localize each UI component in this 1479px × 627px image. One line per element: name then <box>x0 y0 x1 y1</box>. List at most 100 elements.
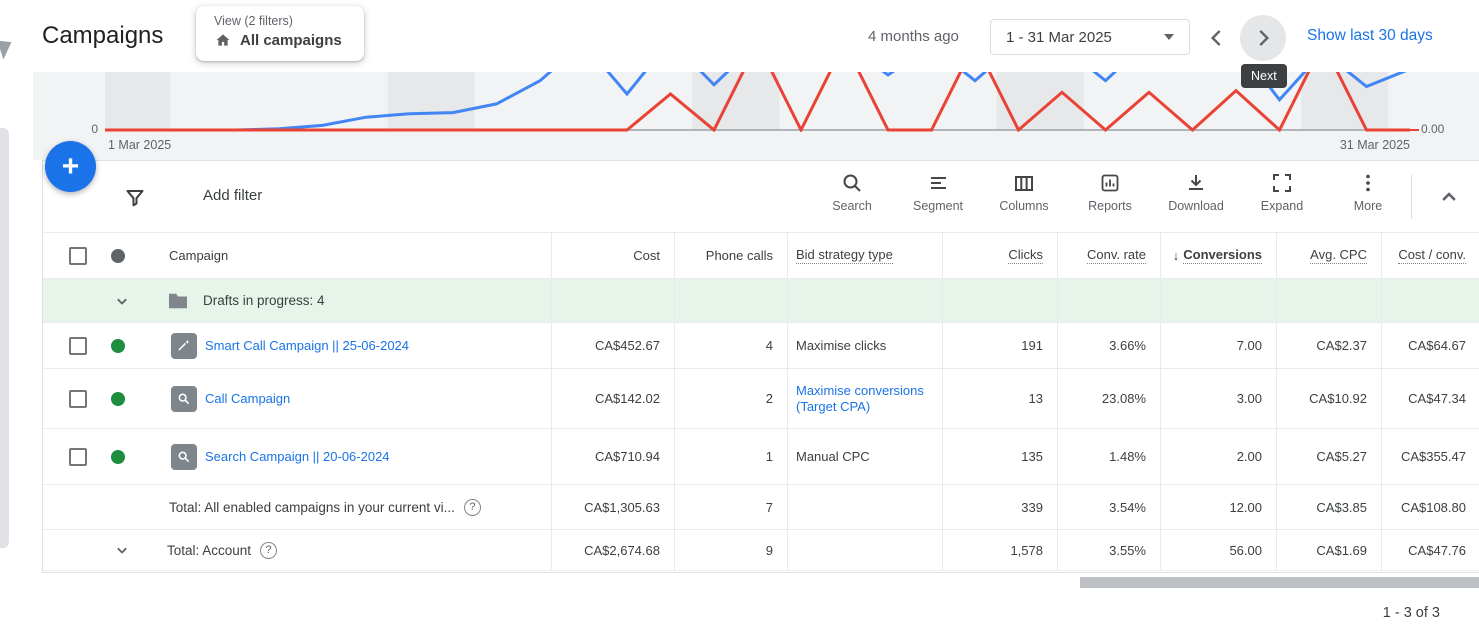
bid-strategy-cell: Maximise clicks <box>787 323 942 368</box>
horizontal-scrollbar[interactable] <box>1080 577 1479 588</box>
plus-icon: + <box>61 149 80 183</box>
view-filters-label: View (2 filters) <box>214 14 293 28</box>
table-row: Smart Call Campaign || 25-06-2024 CA$452… <box>43 323 1479 369</box>
cost-per-conv-cell: CA$108.80 <box>1381 485 1479 529</box>
total-account-row: Total: Account ? CA$2,674.68 9 1,578 3.5… <box>43 530 1479 571</box>
search-campaign-icon <box>171 443 197 470</box>
conv-rate-cell: 23.08% <box>1057 369 1160 428</box>
table-row: Call Campaign CA$142.02 2 Maximise conve… <box>43 369 1479 429</box>
campaign-link[interactable]: Call Campaign <box>205 391 291 406</box>
conv-rate-cell: 3.54% <box>1057 485 1160 529</box>
cost-cell: CA$2,674.68 <box>551 530 674 570</box>
reports-button[interactable]: Reports <box>1067 171 1153 213</box>
y-axis-left-tick: 0 <box>91 122 98 136</box>
drafts-row[interactable]: Drafts in progress: 4 <box>43 279 1479 323</box>
more-icon <box>1356 171 1380 195</box>
more-button[interactable]: More <box>1325 171 1411 213</box>
cost-cell: CA$1,305.63 <box>551 485 674 529</box>
trend-chart-svg <box>105 72 1410 132</box>
row-checkbox[interactable] <box>69 336 87 355</box>
conversions-cell: 56.00 <box>1160 530 1276 570</box>
row-checkbox[interactable] <box>69 447 87 466</box>
status-enabled-icon[interactable] <box>111 338 125 353</box>
drafts-label: Drafts in progress: 4 <box>203 293 325 308</box>
phone-calls-cell: 4 <box>674 323 787 368</box>
column-header-cost-per-conv[interactable]: Cost / conv. <box>1381 233 1479 278</box>
segment-label: Segment <box>912 199 964 213</box>
status-enabled-icon[interactable] <box>111 449 125 464</box>
status-filter-icon[interactable] <box>111 248 125 263</box>
column-header-phone-calls[interactable]: Phone calls <box>674 233 787 278</box>
column-header-conv-rate[interactable]: Conv. rate <box>1057 233 1160 278</box>
avg-cpc-cell: CA$2.37 <box>1276 323 1381 368</box>
x-axis-end-label: 31 Mar 2025 <box>1339 138 1410 152</box>
filter-icon[interactable] <box>123 186 147 210</box>
next-tooltip: Next <box>1241 64 1287 88</box>
reports-icon <box>1098 171 1122 195</box>
collapse-table-button[interactable] <box>1435 183 1463 211</box>
clicks-cell: 191 <box>942 323 1057 368</box>
column-header-clicks[interactable]: Clicks <box>942 233 1057 278</box>
toolbar-divider <box>1411 175 1412 219</box>
column-header-bid-strategy[interactable]: Bid strategy type <box>787 233 942 278</box>
relative-time-label: 4 months ago <box>868 28 959 45</box>
y-axis-right-tick: 0.00 <box>1421 122 1445 136</box>
date-range-value: 1 - 31 Mar 2025 <box>1006 28 1112 46</box>
campaign-link[interactable]: Search Campaign || 20-06-2024 <box>205 449 390 464</box>
more-label: More <box>1353 199 1383 213</box>
download-button[interactable]: Download <box>1153 171 1239 213</box>
row-checkbox[interactable] <box>69 389 87 408</box>
table-toolbar: Add filter Search Segment Columns Report… <box>43 161 1479 233</box>
view-selector[interactable]: View (2 filters) All campaigns <box>196 6 364 61</box>
campaign-link[interactable]: Smart Call Campaign || 25-06-2024 <box>205 338 410 353</box>
campaign-header-cell: Campaign <box>43 233 551 278</box>
clicks-cell: 13 <box>942 369 1057 428</box>
previous-period-button[interactable] <box>1204 25 1230 51</box>
column-header-conversions[interactable]: ↓ Conversions <box>1160 233 1276 278</box>
cost-per-conv-cell: CA$47.34 <box>1381 369 1479 428</box>
download-icon <box>1184 171 1208 195</box>
date-range-picker[interactable]: 1 - 31 Mar 2025 <box>990 19 1190 55</box>
total-enabled-row: Total: All enabled campaigns in your cur… <box>43 485 1479 530</box>
segment-button[interactable]: Segment <box>895 171 981 213</box>
home-icon <box>214 31 232 49</box>
columns-button[interactable]: Columns <box>981 171 1067 213</box>
conversions-cell: 7.00 <box>1160 323 1276 368</box>
column-header-avg-cpc[interactable]: Avg. CPC <box>1276 233 1381 278</box>
avg-cpc-cell: CA$1.69 <box>1276 530 1381 570</box>
add-filter-button[interactable]: Add filter <box>203 187 263 204</box>
status-enabled-icon[interactable] <box>111 391 125 406</box>
add-campaign-fab[interactable]: + <box>45 141 96 192</box>
chevron-right-icon <box>1250 25 1276 51</box>
column-header-cost[interactable]: Cost <box>551 233 674 278</box>
phone-calls-cell: 7 <box>674 485 787 529</box>
expand-button[interactable]: Expand <box>1239 171 1325 213</box>
download-label: Download <box>1168 199 1224 213</box>
avg-cpc-cell: CA$10.92 <box>1276 369 1381 428</box>
show-last-30-days-link[interactable]: Show last 30 days <box>1307 27 1433 44</box>
select-all-checkbox[interactable] <box>69 246 87 265</box>
conv-rate-cell: 3.66% <box>1057 323 1160 368</box>
total-account-label: Total: Account <box>167 542 252 558</box>
chevron-down-icon[interactable] <box>112 540 132 560</box>
caret-down-icon <box>1164 34 1174 40</box>
search-icon <box>840 171 864 195</box>
help-icon[interactable]: ? <box>260 541 278 559</box>
cost-per-conv-cell: CA$64.67 <box>1381 323 1479 368</box>
chevron-down-icon[interactable] <box>112 291 132 311</box>
y-axis-right-tick-mark <box>1410 129 1419 131</box>
column-header-campaign[interactable]: Campaign <box>169 248 229 263</box>
phone-calls-cell: 2 <box>674 369 787 428</box>
x-axis-start-label: 1 Mar 2025 <box>108 138 172 152</box>
bid-strategy-link[interactable]: Maximise conversions (Target CPA) <box>796 382 924 414</box>
columns-icon <box>1012 171 1036 195</box>
search-label: Search <box>832 199 872 213</box>
help-icon[interactable]: ? <box>463 498 481 516</box>
clicks-cell: 135 <box>942 429 1057 484</box>
cost-cell: CA$710.94 <box>551 429 674 484</box>
clicks-cell: 339 <box>942 485 1057 529</box>
cost-per-conv-cell: CA$47.76 <box>1381 530 1479 570</box>
cost-cell: CA$142.02 <box>551 369 674 428</box>
search-button[interactable]: Search <box>809 171 895 213</box>
next-period-button[interactable] <box>1240 15 1286 61</box>
